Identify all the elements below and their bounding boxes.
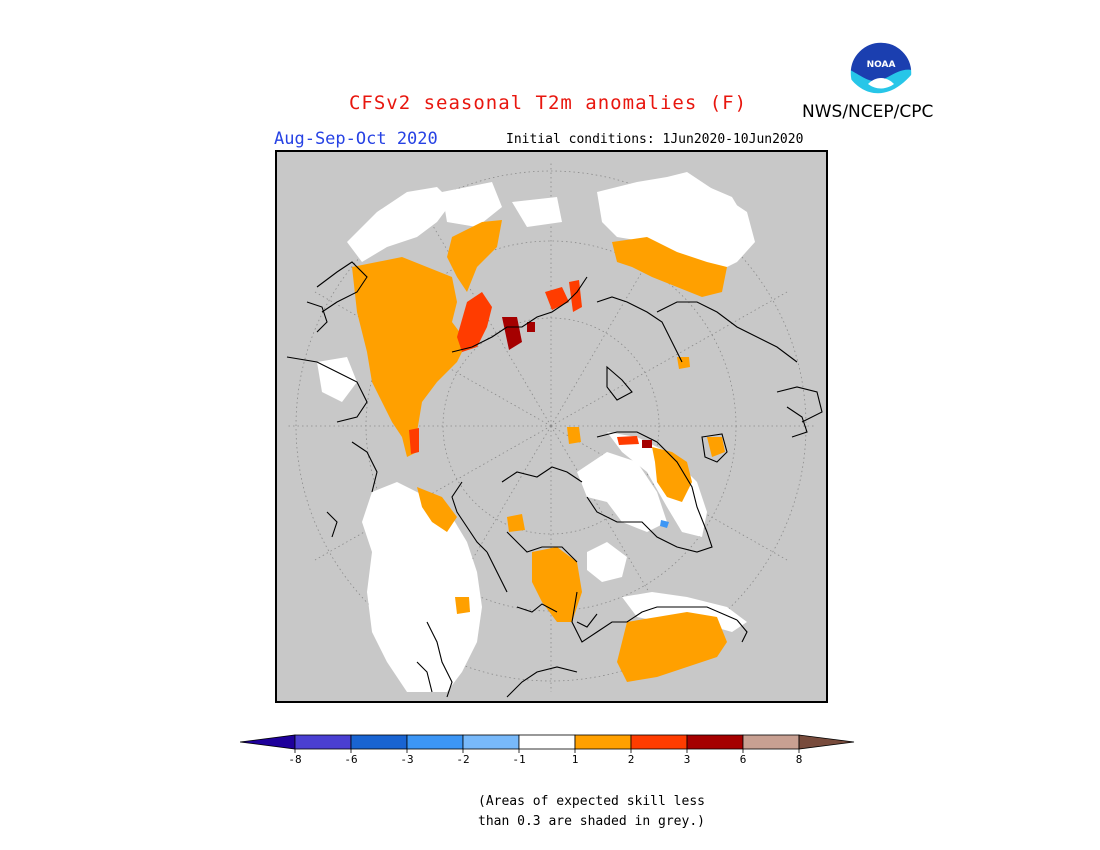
noaa-logo-text: NOAA (867, 60, 896, 70)
legend-tick-label: -1 (512, 753, 525, 766)
neutral-anomaly-areas (317, 172, 755, 692)
legend-bin (518, 734, 576, 750)
legend-bin (574, 734, 632, 750)
skill-note-line2: than 0.3 are shaded in grey.) (478, 814, 705, 829)
legend-bin (630, 734, 688, 750)
color-legend: -8 -6 -3 -2 -1 1 2 3 6 8 (240, 734, 855, 766)
legend-bin (350, 734, 408, 750)
polar-map-frame (275, 150, 828, 703)
legend-tick-label: 6 (740, 753, 747, 766)
legend-tick-label: 2 (628, 753, 635, 766)
initial-conditions: Initial conditions: 1Jun2020-10Jun2020 (506, 132, 804, 147)
cool-anomaly-areas (660, 520, 669, 528)
legend-tick-label: -6 (344, 753, 357, 766)
legend-bin (294, 734, 352, 750)
legend-tick-label: -8 (288, 753, 301, 766)
legend-bin (686, 734, 744, 750)
legend-bin-below-min (240, 734, 296, 750)
noaa-logo: NOAA (849, 41, 913, 105)
map-title: CFSv2 seasonal T2m anomalies (F) (348, 92, 748, 114)
legend-bin-above-max (798, 734, 855, 750)
legend-bin (462, 734, 520, 750)
legend-bin (742, 734, 800, 750)
legend-tick-label: 1 (572, 753, 579, 766)
polar-stereographic-map (277, 152, 826, 701)
color-legend-ticks: -8 -6 -3 -2 -1 1 2 3 6 8 (288, 749, 802, 766)
legend-tick-label: 3 (684, 753, 691, 766)
warm-anomaly-areas-3-6 (502, 317, 652, 448)
agency-label: NWS/NCEP/CPC (802, 102, 934, 122)
forecast-period: Aug-Sep-Oct 2020 (274, 129, 438, 149)
legend-tick-label: 8 (796, 753, 803, 766)
skill-note: (Areas of expected skill less than 0.3 a… (478, 792, 705, 832)
legend-tick-label: -3 (400, 753, 413, 766)
legend-tick-label: -2 (456, 753, 469, 766)
skill-note-line1: (Areas of expected skill less (478, 794, 705, 809)
coastlines (286, 261, 823, 698)
color-legend-bins (240, 734, 855, 750)
legend-bin (406, 734, 464, 750)
warm-anomaly-areas-1-2 (352, 220, 727, 682)
